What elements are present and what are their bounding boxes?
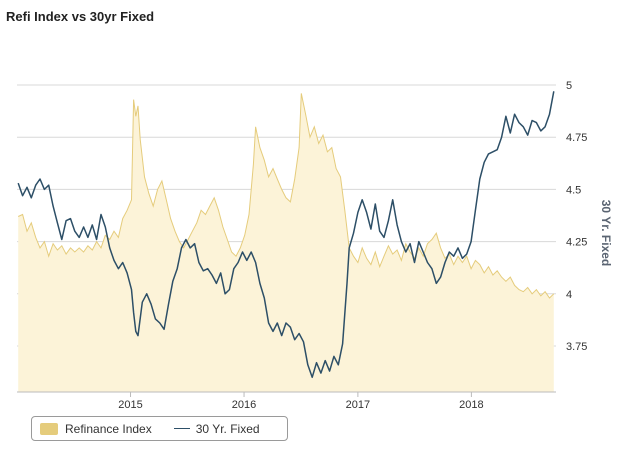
y-tick-label: 3.75 <box>566 341 587 353</box>
chart-title: Refi Index vs 30yr Fixed <box>6 9 155 24</box>
legend-swatch-line <box>173 428 190 429</box>
y-tick-labels: 5 4.75 4.5 4.25 4 3.75 <box>566 80 587 353</box>
refinance-area-layer <box>17 93 555 393</box>
axes <box>17 391 556 397</box>
y-axis-title: 30 Yr. Fixed <box>599 200 613 267</box>
x-tick-label: 2015 <box>118 399 142 411</box>
refinance-index-outline <box>17 93 555 299</box>
x-tick-labels: 2015 2016 2017 2018 <box>118 399 483 411</box>
legend-item-30yr-fixed[interactable]: 30 Yr. Fixed <box>152 422 260 436</box>
x-tick-label: 2017 <box>346 399 370 411</box>
x-tick-label: 2016 <box>232 399 256 411</box>
fixed-rate-line-layer <box>17 91 555 379</box>
y-tick-label: 4.75 <box>566 132 587 144</box>
legend-label-refinance-index: Refinance Index <box>65 421 152 436</box>
legend-item-refinance-index[interactable]: Refinance Index <box>32 422 152 436</box>
legend-label-30yr-fixed: 30 Yr. Fixed <box>195 421 260 436</box>
y-tick-label: 4.5 <box>566 184 581 196</box>
30yr-fixed-line <box>17 91 555 379</box>
y-tick-label: 4 <box>566 289 572 301</box>
y-tick-label: 5 <box>566 80 572 92</box>
x-tick-label: 2018 <box>459 399 483 411</box>
refinance-index-area <box>18 93 554 393</box>
y-tick-label: 4.25 <box>566 237 587 249</box>
legend-swatch-area <box>40 422 58 435</box>
legend: Refinance Index 30 Yr. Fixed <box>31 416 288 441</box>
